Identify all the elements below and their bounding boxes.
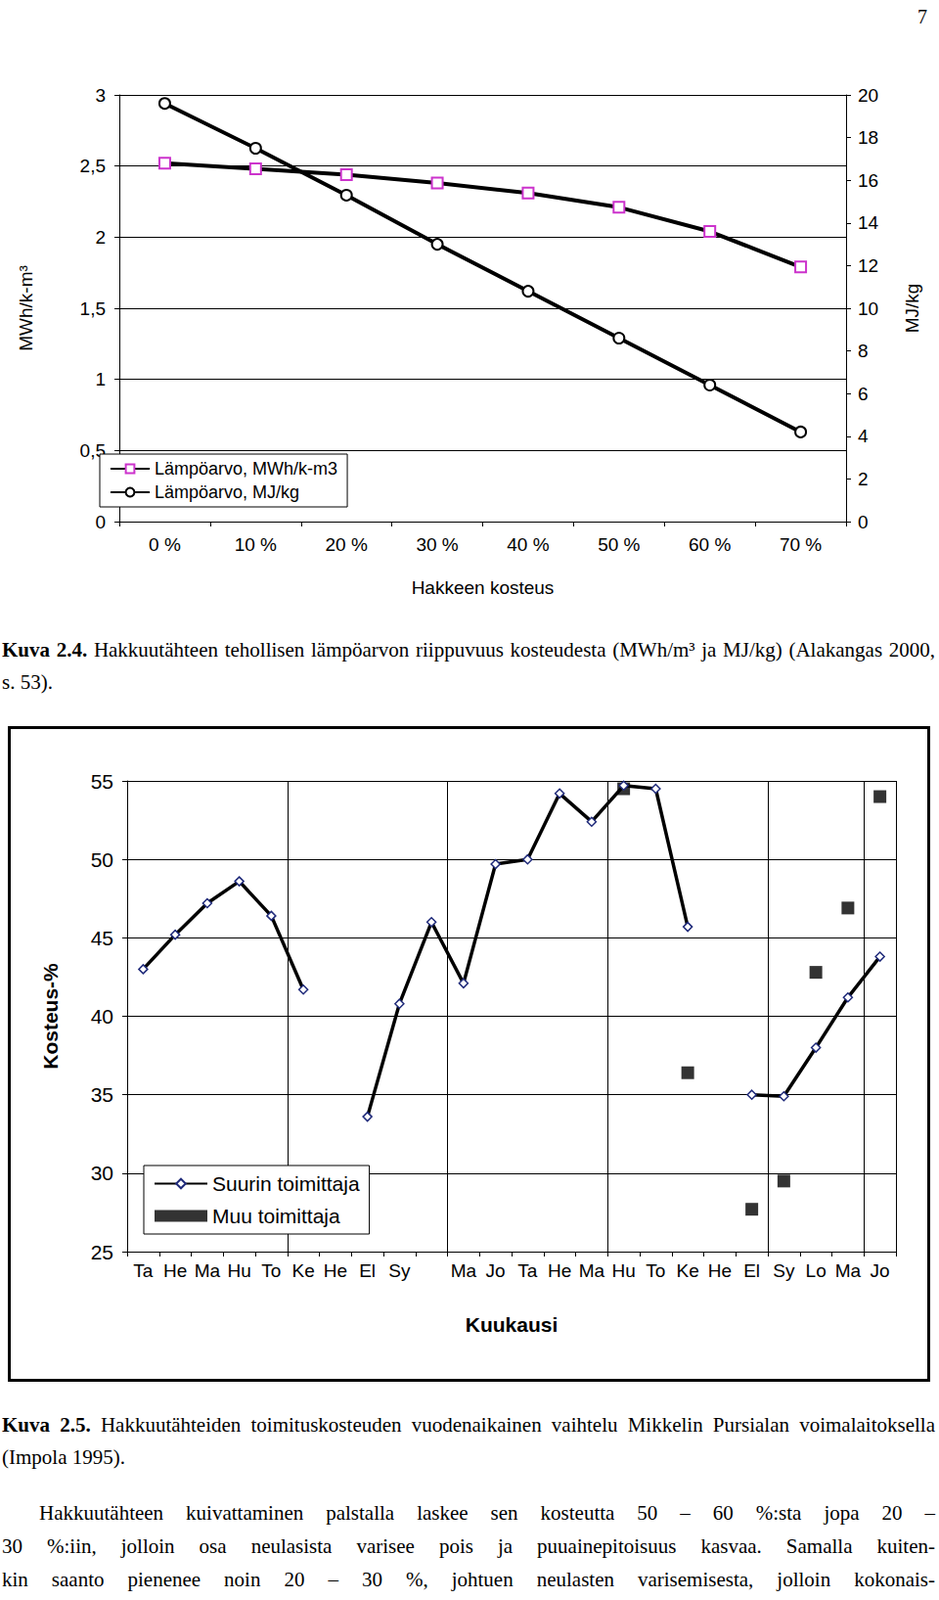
svg-text:55: 55: [90, 769, 114, 793]
svg-text:4: 4: [857, 425, 869, 447]
svg-text:Hakkeen kosteus: Hakkeen kosteus: [411, 577, 555, 598]
svg-text:45: 45: [90, 926, 114, 949]
svg-text:He: He: [323, 1259, 348, 1281]
svg-text:Lo: Lo: [805, 1259, 827, 1281]
svg-text:Kuukausi: Kuukausi: [465, 1312, 559, 1336]
html-text:kin saanto pienenee noin 20 –: kin saanto pienenee noin 20 – 30 %, joht…: [1, 1566, 936, 1591]
svg-text:Jo: Jo: [870, 1259, 891, 1281]
svg-text:60 %: 60 %: [688, 534, 731, 555]
svg-text:0: 0: [857, 511, 869, 533]
svg-text:12: 12: [857, 255, 879, 276]
svg-text:Sy: Sy: [772, 1259, 796, 1281]
svg-text:30: 30: [90, 1161, 114, 1184]
svg-text:40: 40: [90, 1004, 114, 1028]
svg-text:Lämpöarvo, MJ/kg: Lämpöarvo, MJ/kg: [154, 482, 300, 502]
svg-text:El: El: [743, 1259, 761, 1281]
html-text:Hakkuutähteen kuivattaminen pa: Hakkuutähteen kuivattaminen palstalla la…: [39, 1500, 936, 1524]
svg-text:He: He: [547, 1259, 572, 1281]
svg-text:0: 0: [94, 511, 106, 533]
svg-text:2: 2: [857, 468, 869, 490]
svg-text:14: 14: [857, 212, 880, 233]
svg-text:2,5: 2,5: [80, 155, 106, 177]
svg-text:Ma: Ma: [579, 1259, 606, 1281]
svg-text:Hu: Hu: [611, 1259, 635, 1281]
svg-text:El: El: [358, 1259, 376, 1281]
svg-text:2: 2: [94, 226, 106, 248]
svg-text:Suurin toimittaja: Suurin toimittaja: [212, 1171, 360, 1195]
svg-text:He: He: [708, 1259, 732, 1281]
svg-text:10: 10: [857, 298, 879, 319]
svg-text:3: 3: [94, 85, 106, 106]
html-text:7: 7: [917, 5, 928, 28]
svg-text:Lämpöarvo, MWh/k-m3: Lämpöarvo, MWh/k-m3: [154, 458, 338, 479]
svg-text:8: 8: [857, 340, 869, 361]
svg-text:20: 20: [857, 85, 879, 106]
svg-text:Muu toimittaja: Muu toimittaja: [212, 1204, 341, 1227]
svg-text:Hu: Hu: [226, 1259, 251, 1281]
svg-text:10 %: 10 %: [234, 534, 277, 555]
svg-text:Ke: Ke: [292, 1259, 315, 1281]
svg-text:1,5: 1,5: [80, 298, 106, 319]
svg-text:18: 18: [857, 127, 879, 148]
svg-text:40 %: 40 %: [506, 534, 549, 555]
svg-text:0,5: 0,5: [79, 439, 106, 461]
svg-text:25: 25: [90, 1240, 114, 1263]
svg-text:To: To: [645, 1259, 666, 1281]
svg-text:Ma: Ma: [835, 1259, 862, 1281]
svg-text:35: 35: [90, 1082, 114, 1106]
html-text:30 %:iin, jolloin osa neulasis: 30 %:iin, jolloin osa neulasista varisee…: [1, 1533, 936, 1558]
svg-text:Ma: Ma: [450, 1259, 478, 1281]
html-text:Kuva 2.4. Hakkuutähteen teholl: Kuva 2.4. Hakkuutähteen tehollisen lämpö…: [1, 637, 936, 694]
svg-text:MJ/kg: MJ/kg: [901, 283, 923, 334]
html-text:Kuva 2.5. Hakkuutähteiden toim: Kuva 2.5. Hakkuutähteiden toimituskosteu…: [1, 1412, 936, 1469]
svg-text:Ta: Ta: [517, 1259, 538, 1281]
svg-text:Ma: Ma: [194, 1259, 222, 1281]
svg-text:MWh/k-m³: MWh/k-m³: [15, 265, 37, 352]
svg-text:Jo: Jo: [486, 1259, 506, 1281]
svg-text:50: 50: [90, 848, 114, 871]
svg-text:Ke: Ke: [676, 1259, 700, 1281]
svg-text:70 %: 70 %: [779, 534, 822, 555]
svg-text:Kosteus-%: Kosteus-%: [39, 962, 62, 1070]
svg-text:30 %: 30 %: [415, 534, 458, 555]
svg-text:Ta: Ta: [133, 1259, 154, 1281]
svg-text:To: To: [261, 1259, 281, 1281]
svg-text:6: 6: [857, 383, 869, 404]
svg-text:1: 1: [94, 368, 106, 390]
svg-text:Sy: Sy: [388, 1259, 411, 1281]
svg-text:16: 16: [857, 170, 879, 191]
svg-text:He: He: [163, 1259, 187, 1281]
svg-text:50 %: 50 %: [597, 534, 640, 555]
svg-text:20 %: 20 %: [325, 534, 368, 555]
svg-text:0 %: 0 %: [148, 534, 181, 555]
